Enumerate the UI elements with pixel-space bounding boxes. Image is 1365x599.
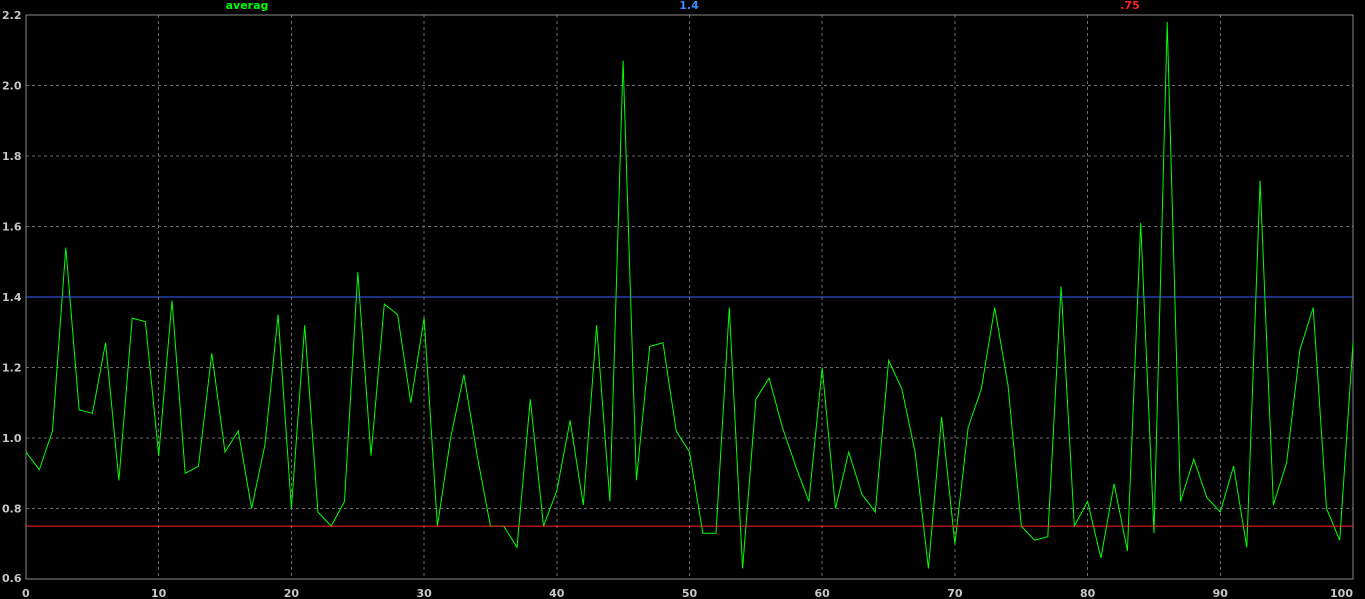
y-tick-label: 1.2 bbox=[2, 362, 22, 375]
x-tick-label: 80 bbox=[1080, 587, 1096, 599]
x-tick-label: 100 bbox=[1330, 587, 1353, 599]
x-tick-label: 10 bbox=[151, 587, 167, 599]
series-lines bbox=[25, 21, 1354, 569]
tick-labels: 0 10 20 30 40 50 60 70 80 90 100 0.6 0.8 1.0 1.2 1.4 1.6… bbox=[2, 9, 1353, 599]
y-tick-label: 2.0 bbox=[2, 80, 22, 93]
x-tick-label: 20 bbox=[284, 587, 300, 599]
x-tick-label: 50 bbox=[682, 587, 698, 599]
legend-label-averag: averag bbox=[226, 0, 269, 12]
legend: averag 1.4 .75 bbox=[226, 0, 1140, 12]
legend-label-0-75: .75 bbox=[1120, 0, 1140, 12]
x-tick-label: 40 bbox=[549, 587, 565, 599]
x-tick-label: 30 bbox=[416, 587, 432, 599]
x-tick-label: 0 bbox=[22, 587, 30, 599]
legend-label-1-4: 1.4 bbox=[679, 0, 699, 12]
y-tick-label: 0.8 bbox=[2, 503, 22, 516]
y-tick-label: 1.6 bbox=[2, 221, 22, 234]
y-tick-label: 2.2 bbox=[2, 9, 22, 22]
x-tick-label: 70 bbox=[947, 587, 963, 599]
series-line-averag bbox=[25, 21, 1354, 569]
y-tick-label: 1.4 bbox=[2, 291, 22, 304]
y-tick-label: 1.8 bbox=[2, 150, 22, 163]
y-tick-label: 0.6 bbox=[2, 572, 22, 585]
x-tick-label: 60 bbox=[815, 587, 831, 599]
x-tick-label: 90 bbox=[1213, 587, 1229, 599]
y-tick-label: 1.0 bbox=[2, 432, 22, 445]
